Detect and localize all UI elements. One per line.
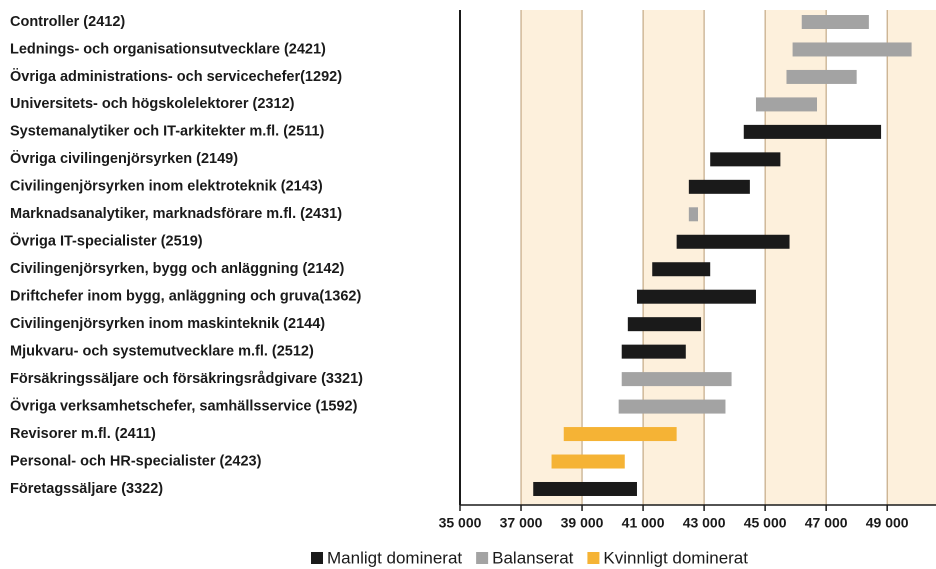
x-tick-label: 35 000	[439, 515, 482, 531]
category-label: Systemanalytiker och IT-arkitekter m.fl.…	[10, 124, 324, 140]
x-tick-label: 43 000	[683, 515, 726, 531]
range-bar	[621, 344, 686, 359]
legend-label: Kvinnligt dominerat	[603, 548, 748, 567]
category-label: Marknadsanalytiker, marknadsförare m.fl.…	[10, 206, 342, 222]
category-label: Lednings- och organisationsutvecklare (2…	[10, 41, 326, 57]
range-bar	[621, 372, 732, 387]
band	[521, 10, 583, 505]
category-label: Civilingenjörsyrken inom elektroteknik (…	[10, 179, 323, 195]
x-tick-label: 37 000	[500, 515, 543, 531]
range-bar	[743, 124, 882, 139]
x-tick-label: 39 000	[561, 515, 604, 531]
x-tick-label: 47 000	[805, 515, 848, 531]
legend-label: Manligt dominerat	[327, 548, 462, 567]
category-label: Civilingenjörsyrken inom maskinteknik (2…	[10, 316, 325, 332]
range-bar	[627, 317, 702, 332]
x-tick-label: 49 000	[866, 515, 909, 531]
x-tick-label: 45 000	[744, 515, 787, 531]
legend-label: Balanserat	[492, 548, 574, 567]
x-tick-label: 41 000	[622, 515, 665, 531]
range-bar	[618, 399, 726, 414]
category-label: Försäkringssäljare och försäkringsrådgiv…	[10, 371, 363, 387]
range-bar	[551, 454, 625, 469]
band	[765, 10, 827, 505]
category-label: Universitets- och högskolelektorer (2312…	[10, 96, 295, 112]
category-label: Personal- och HR-specialister (2423)	[10, 453, 262, 469]
legend-swatch	[476, 552, 489, 564]
category-label: Civilingenjörsyrken, bygg och anläggning…	[10, 261, 345, 277]
range-bar	[792, 42, 912, 57]
category-label: Övriga IT-specialister (2519)	[10, 233, 203, 250]
legend-swatch	[587, 552, 600, 564]
category-label: Företagssäljare (3322)	[10, 481, 163, 497]
category-label: Revisorer m.fl. (2411)	[10, 426, 156, 442]
category-label: Controller (2412)	[10, 14, 125, 30]
range-bar	[688, 207, 698, 222]
category-label: Mjukvaru- och systemutvecklare m.fl. (25…	[10, 343, 314, 359]
range-bar	[710, 152, 781, 167]
category-label: Övriga administrations- och servicechefe…	[10, 68, 342, 85]
range-bar	[533, 481, 637, 496]
range-bar	[688, 179, 750, 194]
band	[643, 10, 705, 505]
legend-swatch	[311, 552, 323, 564]
category-label: Övriga verksamhetschefer, samhällsservic…	[10, 397, 358, 414]
category-label: Driftchefer inom bygg, anläggning och gr…	[10, 289, 361, 305]
range-bar	[652, 262, 711, 277]
range-bar	[563, 427, 677, 442]
range-bar	[636, 289, 756, 304]
category-label: Övriga civilingenjörsyrken (2149)	[10, 150, 238, 167]
range-bar	[755, 97, 817, 112]
band	[887, 10, 936, 505]
range-bar	[786, 69, 857, 84]
range-bar	[676, 234, 790, 249]
range-bar	[801, 15, 869, 29]
